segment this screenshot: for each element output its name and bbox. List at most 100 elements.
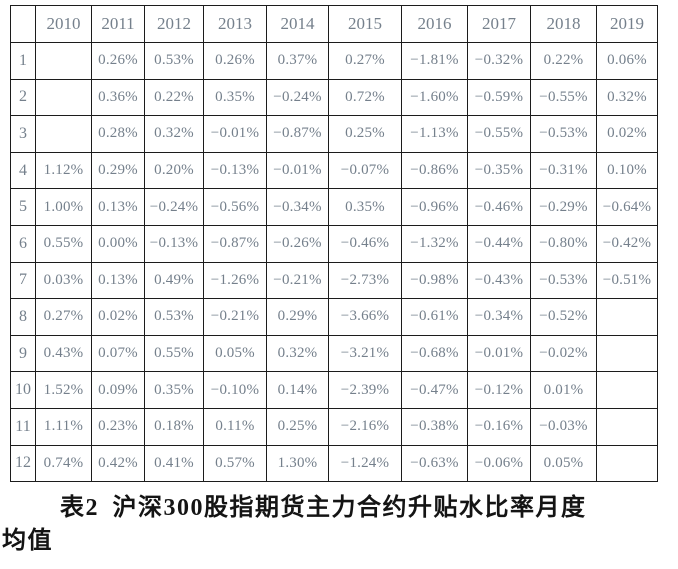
- value-cell: −1.26%: [203, 261, 267, 300]
- value-cell: −1.24%: [328, 444, 402, 483]
- value-cell: 0.55%: [144, 334, 204, 373]
- value-cell: −0.38%: [401, 407, 468, 446]
- value-cell: 1.30%: [266, 444, 329, 483]
- table-row: 9 0.43% 0.07% 0.55% 0.05% 0.32% −3.21% −0.68% −0…: [10, 334, 658, 373]
- value-cell: −0.01%: [467, 334, 531, 373]
- value-cell: 0.57%: [203, 444, 267, 483]
- value-cell: 0.53%: [144, 298, 204, 336]
- value-cell: −0.53%: [530, 115, 597, 153]
- value-cell: 0.09%: [91, 371, 145, 409]
- value-cell: 0.05%: [530, 444, 597, 483]
- value-cell: −0.59%: [467, 78, 531, 117]
- value-cell: 0.23%: [91, 407, 145, 446]
- year-header-cell: 2019: [596, 5, 658, 43]
- table-row: 8 0.27% 0.02% 0.53% −0.21% 0.29% −3.66% −0.61% −…: [10, 298, 658, 336]
- value-cell: 0.29%: [266, 298, 329, 336]
- value-cell: 0.01%: [530, 371, 597, 409]
- value-cell: [596, 407, 658, 446]
- table-row: 7 0.03% 0.13% 0.49% −1.26% −0.21% −2.73% −0.98%…: [10, 261, 658, 300]
- value-cell: 0.22%: [144, 78, 204, 117]
- value-cell: 0.32%: [144, 115, 204, 153]
- value-cell: 0.37%: [266, 42, 329, 80]
- value-cell: 0.10%: [596, 151, 658, 190]
- value-cell: 1.11%: [35, 407, 92, 446]
- table-header-row: 2010 2011 2012 2013 2014 2015 2016 2017 2018 2019: [10, 5, 658, 43]
- value-cell: −0.42%: [596, 224, 658, 263]
- caption-line2: 均值: [2, 528, 53, 555]
- value-cell: −0.24%: [266, 78, 329, 117]
- value-cell: −0.55%: [530, 78, 597, 117]
- value-cell: 0.25%: [328, 115, 402, 153]
- year-header-cell: 2011: [91, 5, 145, 43]
- value-cell: 0.00%: [91, 224, 145, 263]
- year-header-cell: 2016: [401, 5, 468, 43]
- month-number-cell: 7: [10, 261, 36, 300]
- value-cell: −0.34%: [266, 188, 329, 226]
- month-number-cell: 5: [10, 188, 36, 226]
- value-cell: 0.43%: [35, 334, 92, 373]
- value-cell: −0.06%: [467, 444, 531, 483]
- year-header-cell: 2014: [266, 5, 329, 43]
- value-cell: 0.35%: [203, 78, 267, 117]
- value-cell: −0.43%: [467, 261, 531, 300]
- value-cell: −0.26%: [266, 224, 329, 263]
- table-caption: 表2 沪深300股指期货主力合约升贴水比率月度 均值: [2, 492, 676, 558]
- value-cell: −3.66%: [328, 298, 402, 336]
- month-number-cell: 9: [10, 334, 36, 373]
- value-cell: [35, 78, 92, 117]
- value-cell: −1.60%: [401, 78, 468, 117]
- value-cell: [35, 42, 92, 80]
- value-cell: −0.96%: [401, 188, 468, 226]
- value-cell: 1.52%: [35, 371, 92, 409]
- value-cell: −1.13%: [401, 115, 468, 153]
- value-cell: −0.52%: [530, 298, 597, 336]
- value-cell: −0.51%: [596, 261, 658, 300]
- month-number-cell: 8: [10, 298, 36, 336]
- value-cell: −0.31%: [530, 151, 597, 190]
- value-cell: 0.55%: [35, 224, 92, 263]
- month-number-cell: 1: [10, 42, 36, 80]
- table-row: 10 1.52% 0.09% 0.35% −0.10% 0.14% −2.39% −0.47%…: [10, 371, 658, 409]
- value-cell: 0.07%: [91, 334, 145, 373]
- value-cell: −1.32%: [401, 224, 468, 263]
- value-cell: 0.74%: [35, 444, 92, 483]
- value-cell: 0.32%: [596, 78, 658, 117]
- value-cell: −0.01%: [266, 151, 329, 190]
- value-cell: −0.80%: [530, 224, 597, 263]
- value-cell: −2.39%: [328, 371, 402, 409]
- value-cell: 0.53%: [144, 42, 204, 80]
- table-row: 11 1.11% 0.23% 0.18% 0.11% 0.25% −2.16% −0.38% −…: [10, 407, 658, 446]
- value-cell: −0.64%: [596, 188, 658, 226]
- value-cell: 0.28%: [91, 115, 145, 153]
- table-body: 1 0.26% 0.53% 0.26% 0.37% 0.27% −1.81% −0.32% 0.…: [10, 42, 658, 483]
- value-cell: 0.36%: [91, 78, 145, 117]
- value-cell: −0.01%: [203, 115, 267, 153]
- month-number-cell: 10: [10, 371, 36, 409]
- value-cell: −0.24%: [144, 188, 204, 226]
- value-cell: −1.81%: [401, 42, 468, 80]
- value-cell: 0.02%: [91, 298, 145, 336]
- value-cell: −0.87%: [266, 115, 329, 153]
- value-cell: 0.72%: [328, 78, 402, 117]
- value-cell: −0.46%: [328, 224, 402, 263]
- table-row: 3 0.28% 0.32% −0.01% −0.87% 0.25% −1.13% −0.55%…: [10, 115, 658, 153]
- value-cell: −0.55%: [467, 115, 531, 153]
- value-cell: −0.34%: [467, 298, 531, 336]
- value-cell: [596, 298, 658, 336]
- value-cell: 0.03%: [35, 261, 92, 300]
- value-cell: −0.16%: [467, 407, 531, 446]
- value-cell: [596, 371, 658, 409]
- value-cell: 0.29%: [91, 151, 145, 190]
- month-number-cell: 11: [10, 407, 36, 446]
- value-cell: −0.32%: [467, 42, 531, 80]
- table-row: 5 1.00% 0.13% −0.24% −0.56% −0.34% 0.35% −0.96%…: [10, 188, 658, 226]
- month-number-cell: 6: [10, 224, 36, 263]
- value-cell: −0.12%: [467, 371, 531, 409]
- value-cell: −0.03%: [530, 407, 597, 446]
- value-cell: 0.42%: [91, 444, 145, 483]
- value-cell: −0.98%: [401, 261, 468, 300]
- table-row: 6 0.55% 0.00% −0.13% −0.87% −0.26% −0.46% −1.32…: [10, 224, 658, 263]
- month-number-cell: 4: [10, 151, 36, 190]
- year-header-cell: 2018: [530, 5, 597, 43]
- value-cell: 0.27%: [35, 298, 92, 336]
